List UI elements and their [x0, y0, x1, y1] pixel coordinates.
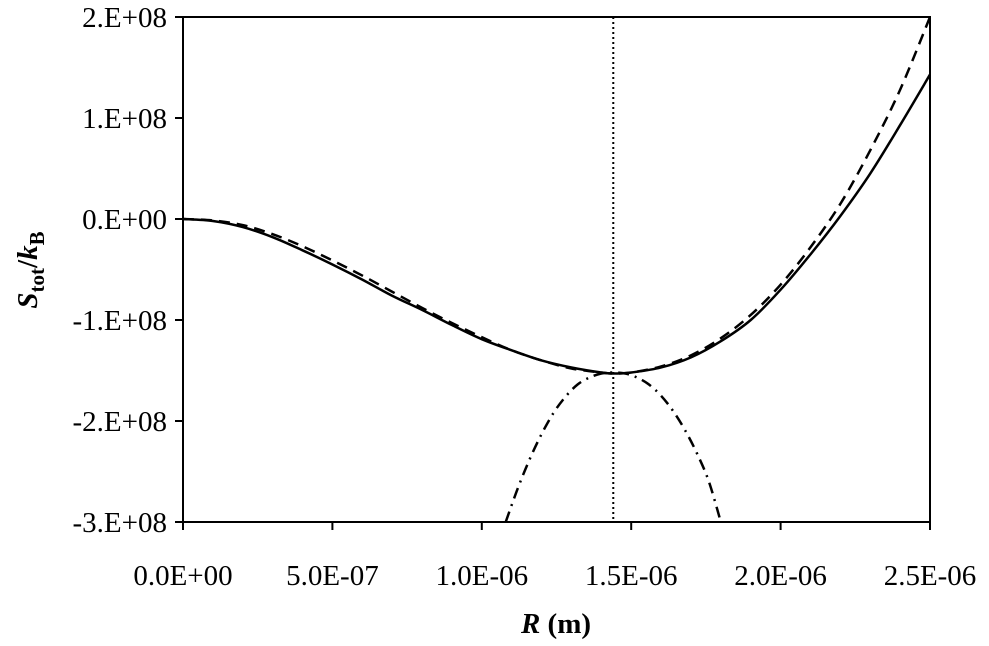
y-axis-subscript-1: tot	[25, 268, 49, 293]
y-axis-symbol-2: k	[12, 245, 44, 260]
y-axis-symbol: S	[12, 292, 44, 308]
y-axis-title: Stot/kB	[12, 231, 49, 308]
series-solid-line	[183, 73, 930, 375]
y-tick-label: 1.E+08	[82, 103, 167, 135]
series-dashed-line	[183, 17, 930, 375]
x-tick-label: 0.0E+00	[133, 560, 232, 592]
y-axis-subscript-2: B	[25, 231, 49, 245]
y-tick-label: -2.E+08	[73, 406, 167, 438]
x-tick-label: 2.0E-06	[734, 560, 827, 592]
x-tick-label: 5.0E-07	[286, 560, 379, 592]
x-axis-title: R (m)	[520, 608, 591, 640]
y-tick-label: 0.E+00	[82, 204, 167, 236]
x-tick-label: 2.5E-06	[884, 560, 977, 592]
y-tick-label: 2.E+08	[82, 2, 167, 34]
x-axis-symbol: R	[520, 608, 540, 640]
x-axis-unit: (m)	[540, 608, 591, 640]
y-tick-label: -1.E+08	[73, 305, 167, 337]
x-tick-label: 1.5E-06	[585, 560, 678, 592]
plot-area-frame	[182, 16, 931, 523]
x-tick-label: 1.0E-06	[435, 560, 528, 592]
y-tick-label: -3.E+08	[73, 507, 167, 539]
y-axis-slash: /	[12, 259, 44, 269]
